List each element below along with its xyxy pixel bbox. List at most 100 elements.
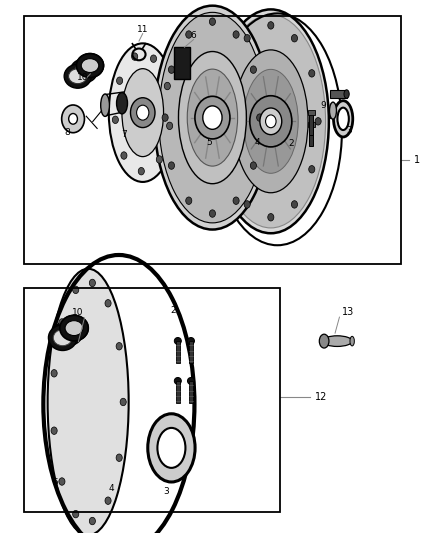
Circle shape	[162, 114, 168, 122]
Ellipse shape	[59, 325, 78, 341]
Bar	[176, 381, 180, 403]
Ellipse shape	[337, 108, 349, 130]
Text: 5: 5	[52, 478, 58, 487]
Circle shape	[309, 166, 315, 173]
Ellipse shape	[101, 94, 110, 116]
Ellipse shape	[65, 321, 83, 336]
Ellipse shape	[244, 69, 298, 173]
Ellipse shape	[329, 102, 336, 119]
Circle shape	[315, 118, 321, 125]
Ellipse shape	[216, 15, 325, 228]
Ellipse shape	[187, 377, 194, 384]
Text: 3: 3	[163, 487, 169, 496]
Bar	[309, 114, 313, 135]
Circle shape	[138, 167, 145, 175]
Bar	[307, 122, 314, 127]
Bar	[24, 16, 401, 264]
Ellipse shape	[174, 337, 181, 344]
Bar	[309, 125, 313, 147]
Circle shape	[244, 201, 250, 208]
Ellipse shape	[109, 43, 177, 182]
Ellipse shape	[74, 63, 93, 78]
Ellipse shape	[350, 336, 354, 346]
Bar	[307, 110, 314, 116]
Circle shape	[186, 197, 192, 205]
Bar	[330, 110, 346, 118]
Circle shape	[137, 105, 149, 120]
Ellipse shape	[48, 269, 129, 533]
Bar	[330, 90, 346, 98]
Ellipse shape	[333, 101, 353, 137]
Ellipse shape	[154, 6, 271, 230]
Ellipse shape	[187, 337, 194, 344]
Ellipse shape	[157, 428, 185, 468]
Circle shape	[260, 108, 282, 135]
Text: 3: 3	[346, 126, 352, 135]
Circle shape	[168, 162, 174, 169]
Circle shape	[62, 105, 85, 133]
Text: 2: 2	[289, 139, 294, 148]
Circle shape	[233, 197, 239, 205]
Bar	[24, 288, 280, 512]
Circle shape	[51, 427, 57, 434]
Text: 4: 4	[255, 138, 261, 147]
Circle shape	[131, 98, 155, 127]
Bar	[189, 381, 193, 403]
Circle shape	[251, 66, 257, 74]
Circle shape	[112, 116, 118, 124]
Ellipse shape	[70, 59, 97, 83]
Circle shape	[166, 122, 173, 130]
Circle shape	[244, 35, 250, 42]
Ellipse shape	[76, 54, 103, 78]
Ellipse shape	[81, 58, 99, 73]
Circle shape	[268, 214, 274, 221]
Circle shape	[89, 518, 95, 525]
Circle shape	[265, 115, 276, 128]
Circle shape	[227, 166, 233, 173]
Circle shape	[233, 31, 239, 38]
Ellipse shape	[159, 12, 266, 223]
Circle shape	[309, 70, 315, 77]
Circle shape	[251, 162, 257, 169]
Ellipse shape	[213, 10, 329, 233]
Circle shape	[257, 114, 263, 122]
Circle shape	[268, 22, 274, 29]
Text: 13: 13	[342, 307, 354, 317]
Circle shape	[59, 478, 65, 485]
Circle shape	[227, 70, 233, 77]
Ellipse shape	[174, 377, 181, 384]
Circle shape	[291, 35, 297, 42]
Circle shape	[69, 114, 78, 124]
Bar	[174, 47, 190, 79]
Ellipse shape	[187, 69, 237, 166]
Circle shape	[156, 156, 162, 163]
Text: 2: 2	[170, 306, 176, 314]
Circle shape	[151, 55, 157, 62]
Text: 5: 5	[206, 138, 212, 147]
Circle shape	[116, 343, 122, 350]
Circle shape	[220, 118, 226, 125]
Circle shape	[51, 369, 57, 377]
Circle shape	[291, 201, 297, 208]
Bar	[176, 341, 180, 364]
Text: 10: 10	[77, 74, 88, 83]
Circle shape	[250, 96, 292, 147]
Circle shape	[59, 319, 65, 326]
Ellipse shape	[117, 93, 127, 114]
Ellipse shape	[344, 110, 349, 118]
Ellipse shape	[122, 69, 163, 157]
Ellipse shape	[322, 336, 352, 346]
Circle shape	[186, 31, 192, 38]
Circle shape	[117, 77, 123, 84]
Circle shape	[203, 106, 222, 130]
Circle shape	[105, 497, 111, 504]
Ellipse shape	[233, 50, 308, 193]
Text: 6: 6	[191, 31, 197, 41]
Ellipse shape	[344, 90, 349, 98]
Ellipse shape	[319, 334, 329, 348]
Bar	[189, 341, 193, 364]
Text: 4: 4	[108, 483, 114, 492]
Ellipse shape	[68, 69, 87, 84]
Ellipse shape	[54, 320, 83, 346]
Circle shape	[73, 511, 79, 518]
